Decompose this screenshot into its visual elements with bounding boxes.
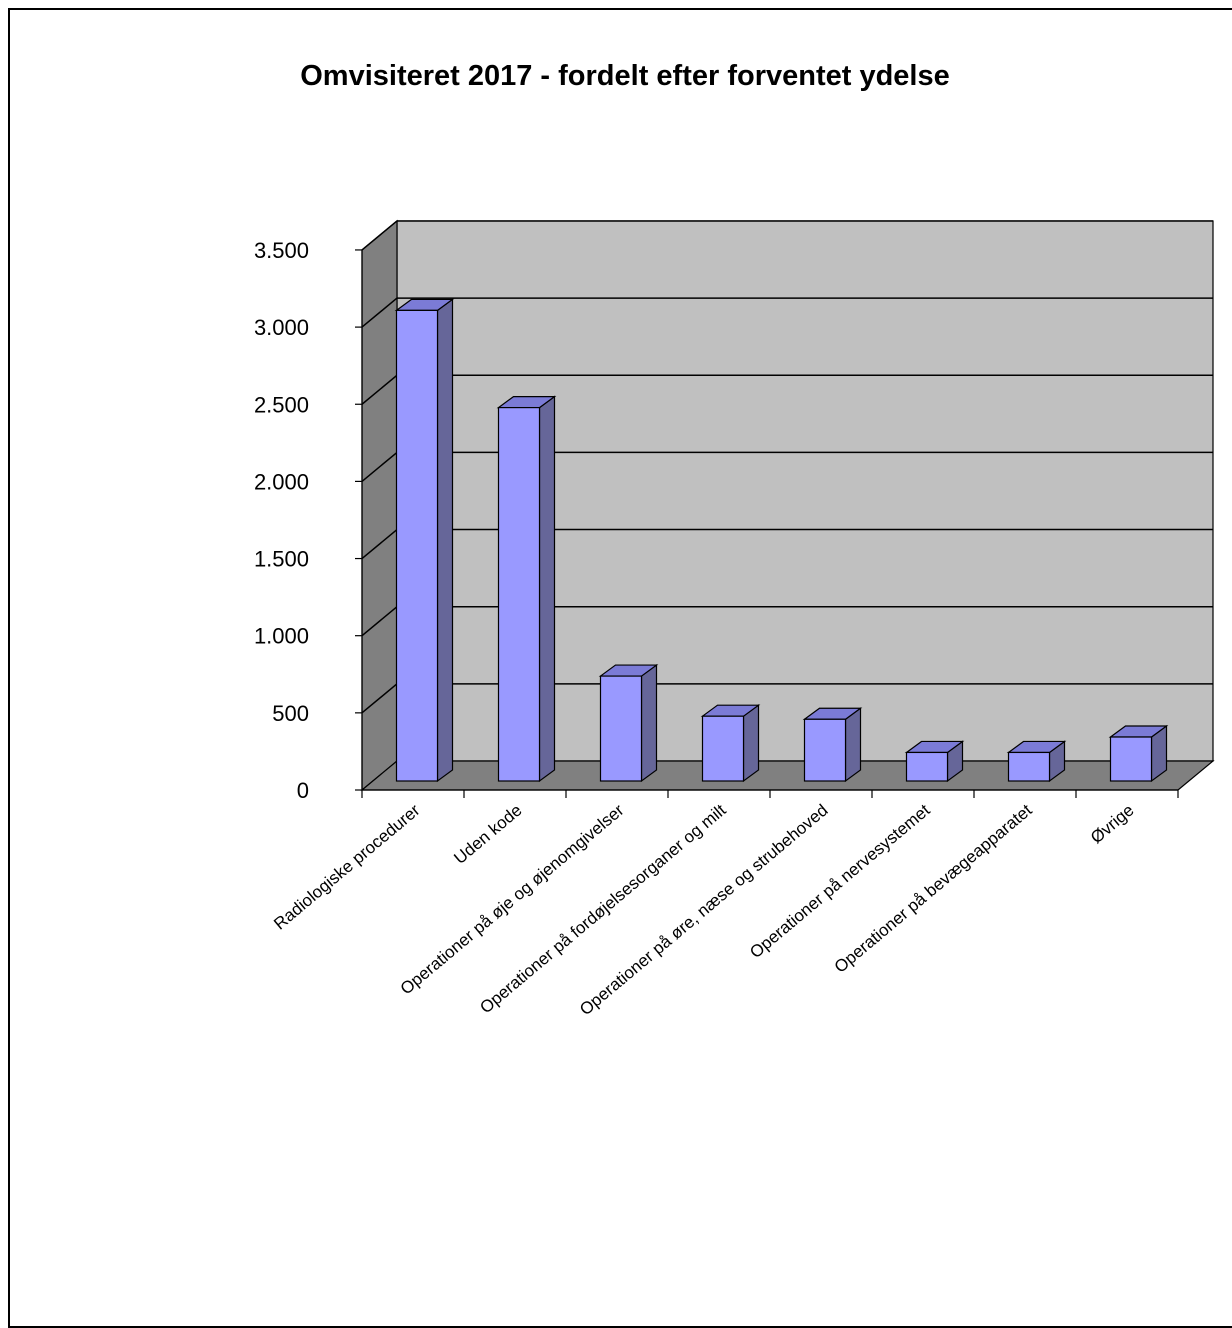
floor (360, 760, 1215, 791)
x-tick-label: Operationer på nervesystemet (746, 800, 934, 962)
bar-front (1109, 736, 1153, 782)
y-tick-label: 1.000 (254, 624, 309, 649)
bar-side (436, 298, 454, 783)
gridline-side (361, 528, 398, 560)
y-tick-label: 3.000 (254, 315, 309, 340)
y-tick-label: 2.500 (254, 392, 309, 417)
bar-side (844, 707, 862, 783)
bar (1108, 724, 1169, 783)
bar-front (395, 309, 439, 782)
chart-title: Omvisiteret 2017 - fordelt efter forvent… (300, 60, 950, 92)
side-wall (361, 219, 398, 792)
chart-walls (360, 219, 1215, 792)
bar-front (803, 718, 847, 782)
bar (394, 298, 455, 783)
bar (802, 707, 863, 783)
bar (700, 704, 761, 783)
gridline-side (361, 374, 398, 405)
x-tick-label: Operationer på øje og øjenomgivelser (397, 800, 628, 998)
x-tick-label: Radiologiske procedurer (270, 800, 424, 933)
gridline-side (361, 606, 398, 637)
bar-side (640, 663, 658, 783)
y-tick-label: 1.500 (254, 547, 309, 572)
gridline-side (361, 683, 398, 714)
bar-side (538, 395, 556, 783)
bar-front (1007, 751, 1051, 782)
x-tick-label: Operationer på bevægeapparatet (831, 800, 1036, 976)
bar-side (742, 704, 760, 783)
bar-front (905, 751, 949, 782)
bar (1006, 740, 1067, 783)
bar-front (599, 675, 643, 782)
gridline-side (361, 220, 398, 251)
y-tick-label: 2.000 (254, 469, 309, 494)
gridline-side (361, 297, 398, 328)
y-tick-label: 0 (297, 778, 309, 803)
y-tick-label: 500 (272, 701, 309, 726)
y-tick-label: 3.500 (254, 238, 309, 263)
bar (496, 395, 557, 783)
x-tick-label: Øvrige (1087, 801, 1138, 848)
gridline-side (361, 451, 398, 482)
bar-front (701, 715, 745, 782)
bar-front (497, 406, 541, 782)
bars (394, 298, 1169, 783)
bar (904, 740, 965, 783)
x-tick-label: Uden kode (450, 801, 525, 868)
bar (598, 663, 659, 783)
y-axis: 0 500 1.000 1.500 2.000 2.500 3.000 3.500 (254, 238, 363, 803)
x-axis: Radiologiske procedurer Uden kodeOperatio… (270, 789, 1179, 1019)
